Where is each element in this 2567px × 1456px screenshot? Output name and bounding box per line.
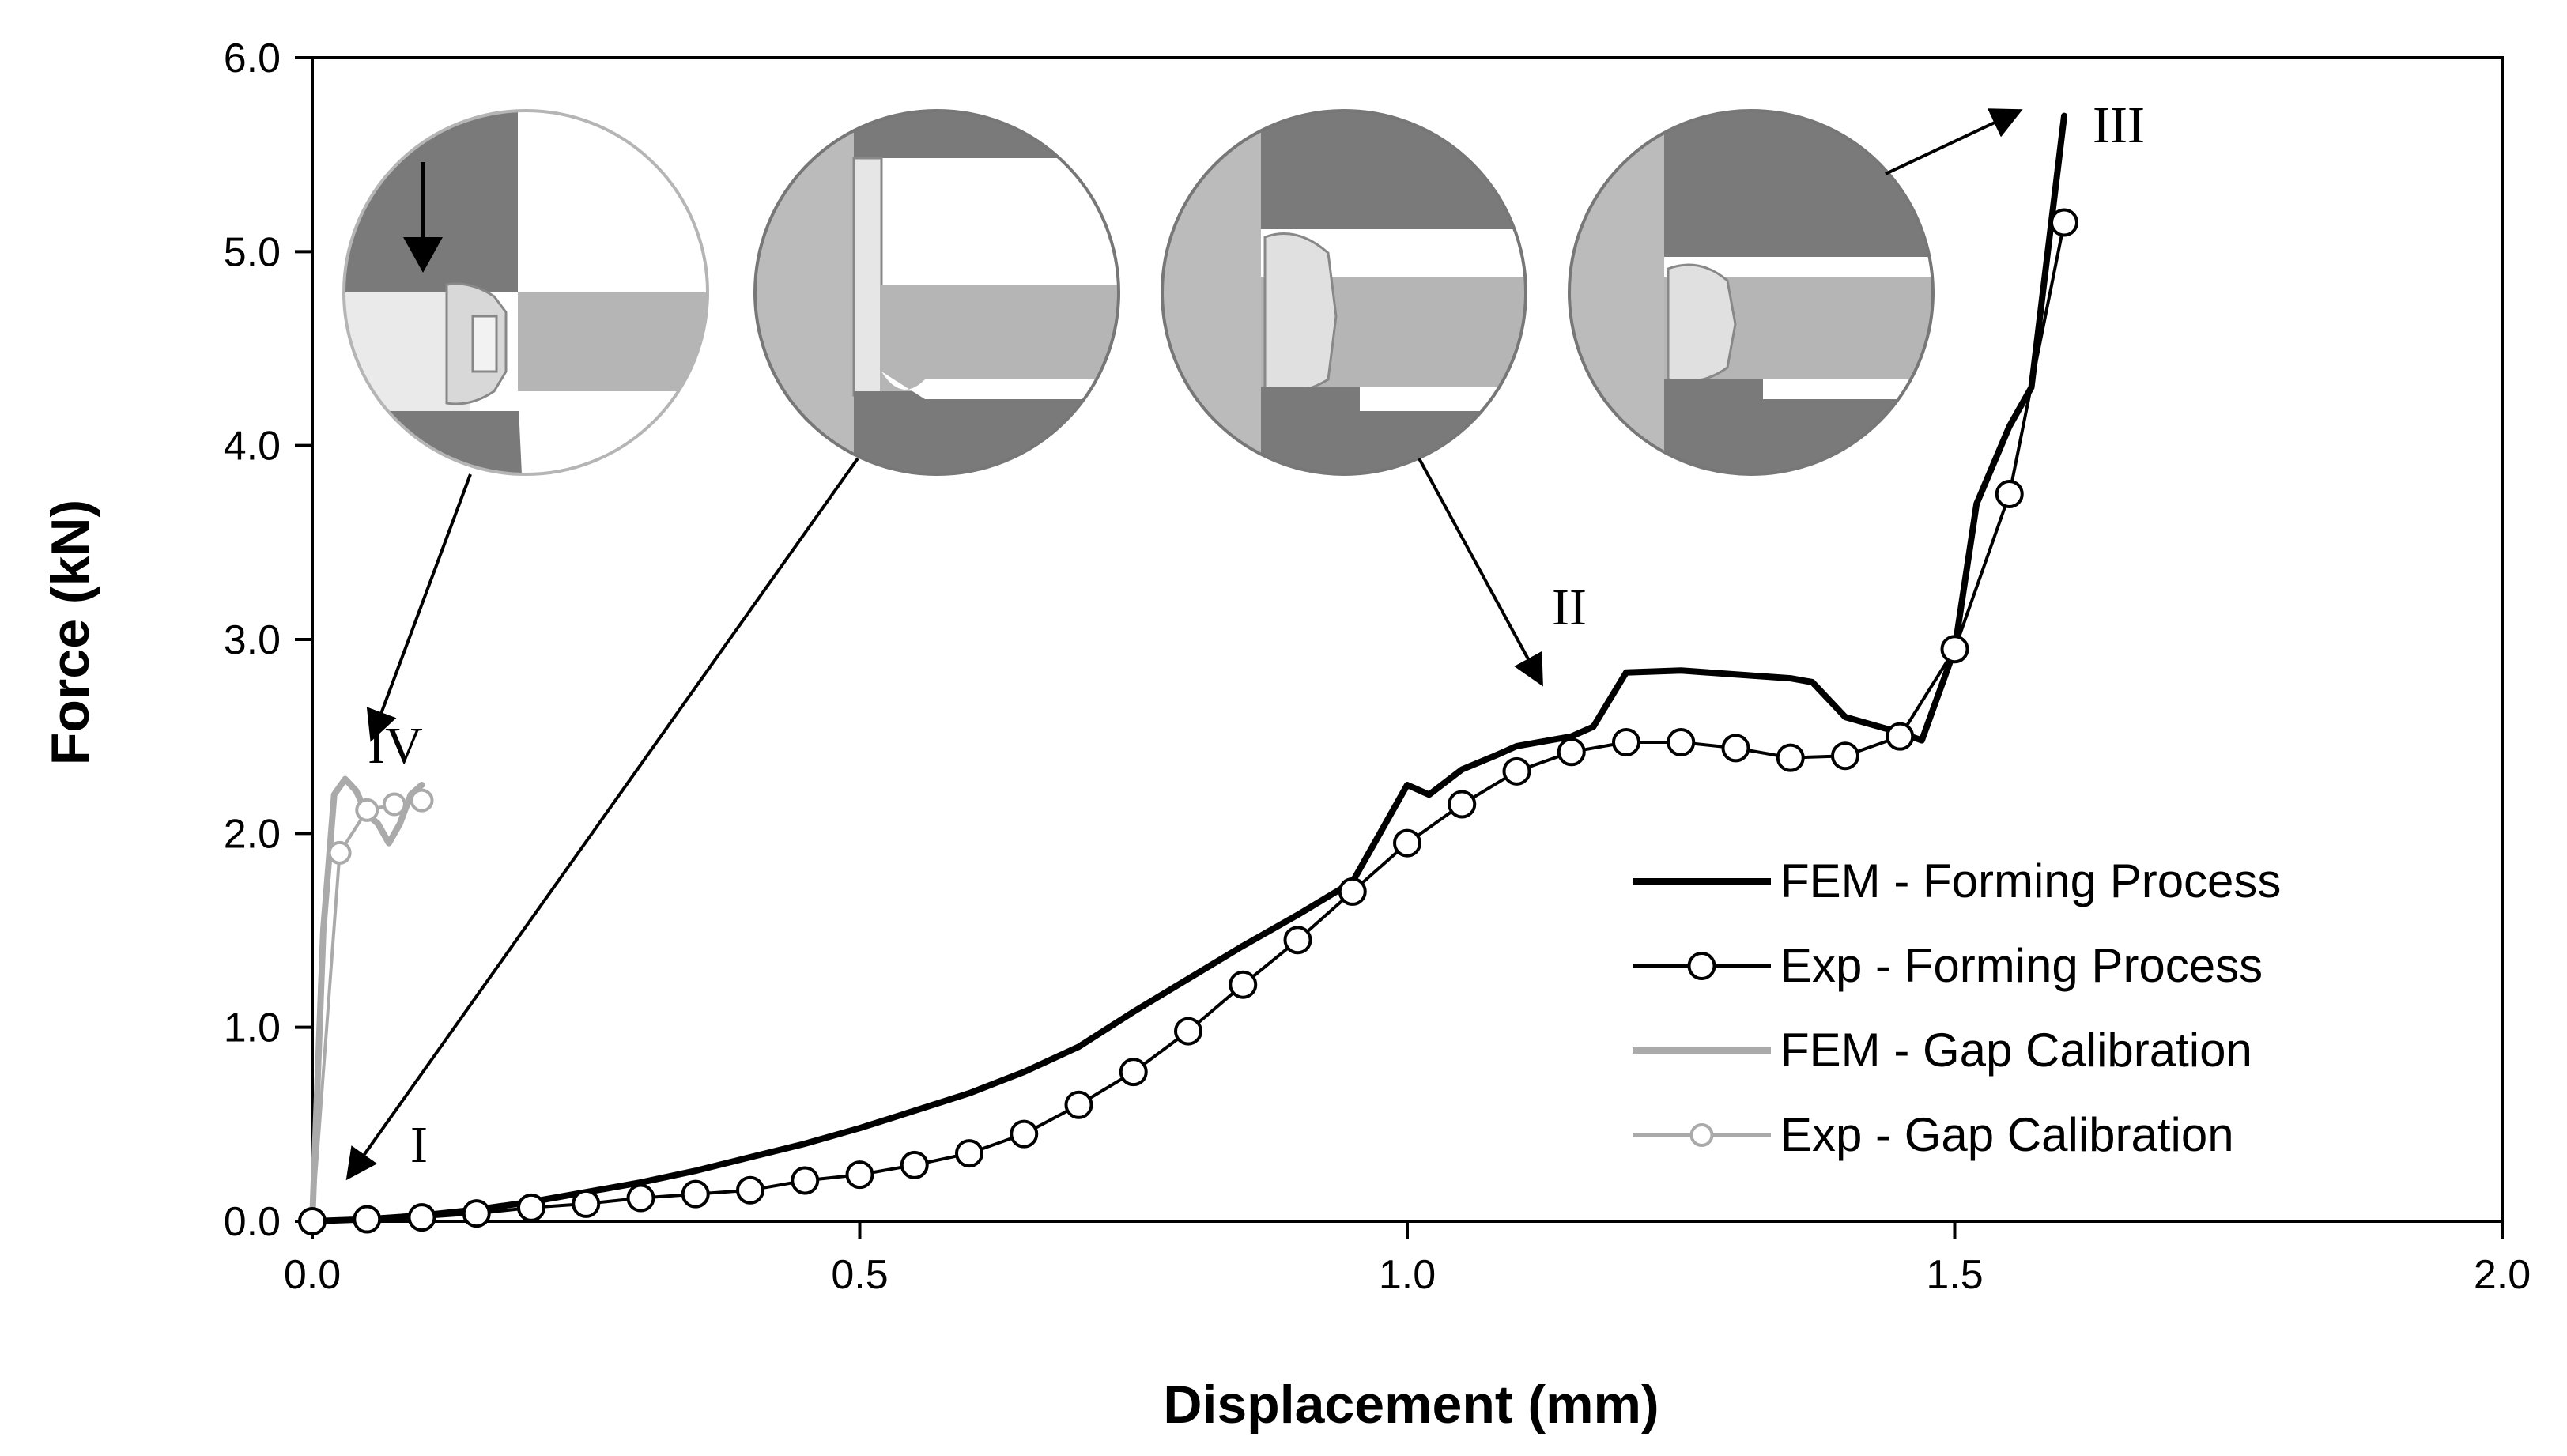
series-marker-1 bbox=[1667, 728, 1696, 757]
x-tick-label: 0.0 bbox=[284, 1252, 341, 1298]
series-marker-1 bbox=[353, 1205, 382, 1234]
series-layer bbox=[298, 112, 2078, 1235]
annotation-label: III bbox=[2093, 96, 2145, 154]
series-marker-1 bbox=[1502, 756, 1531, 786]
series-marker-1 bbox=[2050, 208, 2078, 237]
series-marker-1 bbox=[845, 1160, 874, 1190]
inset-stage-iv bbox=[344, 111, 708, 474]
arrow-to-iii bbox=[1885, 108, 2023, 175]
series-marker-1 bbox=[517, 1193, 545, 1222]
legend-label: Exp - Forming Process bbox=[1780, 939, 2263, 992]
x-tick-labels: 0.0 0.5 1.0 1.5 2.0 bbox=[284, 1252, 2531, 1298]
arrow-to-iv bbox=[366, 473, 472, 742]
series-marker-1 bbox=[681, 1179, 710, 1209]
series-marker-3 bbox=[327, 840, 352, 865]
y-tick-label: 0.0 bbox=[224, 1199, 281, 1245]
series-marker-1 bbox=[955, 1139, 983, 1168]
arrow-to-i bbox=[345, 457, 859, 1181]
legend-marker bbox=[1687, 952, 1716, 980]
series-marker-1 bbox=[791, 1166, 820, 1195]
legend-label: Exp - Gap Calibration bbox=[1780, 1108, 2234, 1161]
series-marker-1 bbox=[407, 1203, 436, 1232]
series-marker-1 bbox=[736, 1175, 764, 1205]
y-tick-labels: 0.0 1.0 2.0 3.0 4.0 5.0 6.0 bbox=[224, 36, 281, 1245]
annotation-label: II bbox=[1552, 579, 1587, 636]
series-marker-1 bbox=[1338, 877, 1367, 906]
series-marker-1 bbox=[1119, 1058, 1148, 1087]
series-marker-1 bbox=[1940, 635, 1969, 664]
x-tick-label: 2.0 bbox=[2474, 1252, 2531, 1298]
series-marker-1 bbox=[1174, 1017, 1202, 1046]
y-tick-label: 6.0 bbox=[224, 36, 281, 81]
series-marker-1 bbox=[1393, 828, 1421, 858]
series-marker-1 bbox=[572, 1189, 601, 1218]
series-marker-1 bbox=[1229, 970, 1258, 999]
y-tick-label: 4.0 bbox=[224, 424, 281, 470]
series-line-0 bbox=[309, 112, 2067, 1224]
series-marker-1 bbox=[1557, 737, 1586, 767]
x-tick-label: 1.0 bbox=[1379, 1252, 1436, 1298]
inset-stage-i bbox=[755, 111, 1119, 474]
series-marker-1 bbox=[1010, 1119, 1039, 1149]
series-marker-1 bbox=[1776, 743, 1805, 772]
y-tick-label: 2.0 bbox=[224, 811, 281, 857]
legend-label: FEM - Forming Process bbox=[1780, 854, 2281, 907]
inset-stage-iii bbox=[1569, 111, 1933, 474]
inset-stage-ii bbox=[1162, 111, 1526, 474]
series-marker-1 bbox=[462, 1199, 491, 1228]
annotation-label: IV bbox=[368, 717, 423, 775]
series-marker-1 bbox=[1886, 722, 1915, 751]
series-marker-3 bbox=[382, 792, 406, 817]
legend-marker bbox=[1689, 1123, 1714, 1147]
y-tick-label: 1.0 bbox=[224, 1005, 281, 1051]
series-marker-1 bbox=[1721, 734, 1750, 763]
series-marker-3 bbox=[355, 798, 379, 822]
series-marker-1 bbox=[1995, 480, 2024, 508]
x-tick-label: 0.5 bbox=[831, 1252, 888, 1298]
arrow-to-ii bbox=[1418, 458, 1543, 687]
annotation-label: I bbox=[410, 1116, 428, 1174]
series-marker-1 bbox=[900, 1150, 929, 1179]
annotation-arrows bbox=[345, 108, 2023, 1181]
series-marker-1 bbox=[298, 1207, 327, 1235]
x-axis-title: Displacement (mm) bbox=[1163, 1375, 1659, 1435]
y-axis-title: Force (kN) bbox=[40, 500, 100, 765]
series-marker-3 bbox=[410, 788, 434, 813]
series-marker-1 bbox=[1612, 728, 1640, 757]
y-tick-label: 5.0 bbox=[224, 229, 281, 275]
series-marker-1 bbox=[1831, 741, 1859, 771]
series-marker-1 bbox=[626, 1183, 655, 1213]
series-marker-1 bbox=[1448, 790, 1477, 819]
legend: FEM - Forming Process Exp - Forming Proce… bbox=[1633, 854, 2281, 1161]
series-marker-1 bbox=[1283, 926, 1312, 955]
x-tick-label: 1.5 bbox=[1926, 1252, 1983, 1298]
y-tick-label: 3.0 bbox=[224, 617, 281, 663]
series-marker-1 bbox=[1064, 1090, 1093, 1119]
legend-label: FEM - Gap Calibration bbox=[1780, 1024, 2252, 1077]
